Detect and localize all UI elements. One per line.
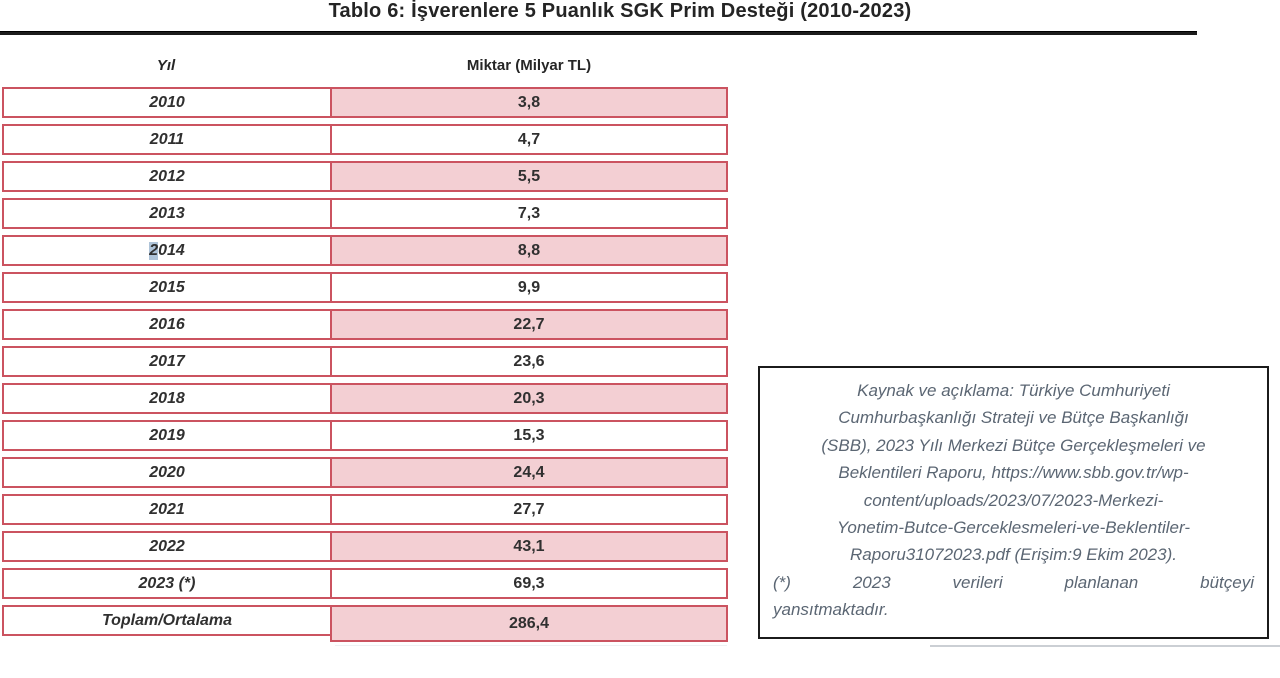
table-row: 2020 24,4 (2, 457, 728, 488)
total-value-cell: 286,4 (330, 605, 728, 642)
sgk-support-table: 2010 3,8 2011 4,7 2012 5,5 2013 7,3 2 014… (2, 87, 728, 648)
column-header-year: Yıl (156, 56, 176, 74)
column-header-amount: Miktar (Milyar TL) (466, 56, 592, 74)
value-cell: 69,3 (330, 568, 728, 599)
table-row: 2 014 8,8 (2, 235, 728, 266)
year-cell: 2010 (2, 87, 330, 118)
table-row: 2015 9,9 (2, 272, 728, 303)
note-line: Beklentileri Raporu, https://www.sbb.gov… (838, 463, 1189, 483)
year-cell: 2012 (2, 161, 330, 192)
note-line: (SBB), 2023 Yılı Merkezi Bütçe Gerçekleş… (821, 435, 1206, 455)
table-row: 2019 15,3 (2, 420, 728, 451)
scan-artifact-line (930, 645, 1280, 647)
scan-artifact-line (335, 645, 727, 646)
table-row: 2023 (*) 69,3 (2, 568, 728, 599)
year-cell: 2015 (2, 272, 330, 303)
year-cell: 2019 (2, 420, 330, 451)
value-cell: 9,9 (330, 272, 728, 303)
value-cell: 23,6 (330, 346, 728, 377)
value-cell: 3,8 (330, 87, 728, 118)
note-line: yansıtmaktadır. (773, 600, 889, 620)
table-title: Tablo 6: İşverenlere 5 Puanlık SGK Prim … (328, 0, 912, 22)
table-row: 2022 43,1 (2, 531, 728, 562)
value-cell: 7,3 (330, 198, 728, 229)
value-cell: 8,8 (330, 235, 728, 266)
year-cell: 2013 (2, 198, 330, 229)
year-text: 014 (158, 241, 185, 259)
table-row: 2011 4,7 (2, 124, 728, 155)
table-row: 2012 5,5 (2, 161, 728, 192)
note-line: Raporu31072023.pdf (Erişim:9 Ekim 2023). (850, 545, 1177, 565)
year-cell: 2020 (2, 457, 330, 488)
value-cell: 5,5 (330, 161, 728, 192)
value-cell: 43,1 (330, 531, 728, 562)
year-cell: 2 014 (2, 235, 330, 266)
value-cell: 27,7 (330, 494, 728, 525)
value-cell: 20,3 (330, 383, 728, 414)
note-line: content/uploads/2023/07/2023-Merkezi- (863, 490, 1164, 510)
year-cell: 2018 (2, 383, 330, 414)
year-cell: 2022 (2, 531, 330, 562)
year-cell: 2011 (2, 124, 330, 155)
year-cell: 2016 (2, 309, 330, 340)
note-line: Kaynak ve açıklama: Türkiye Cumhuriyeti (857, 381, 1170, 400)
table-row: 2013 7,3 (2, 198, 728, 229)
total-label-cell: Toplam/Ortalama (2, 605, 330, 636)
table-row-total: Toplam/Ortalama 286,4 (2, 605, 728, 642)
selection-highlight: 2 (149, 241, 159, 260)
year-cell: 2021 (2, 494, 330, 525)
table-row: 2017 23,6 (2, 346, 728, 377)
value-cell: 4,7 (330, 124, 728, 155)
note-line-asterisk: (*) 2023 verileri planlanan bütçeyi (773, 572, 1254, 592)
table-row: 2018 20,3 (2, 383, 728, 414)
table-row: 2021 27,7 (2, 494, 728, 525)
table-title-wrap: Tablo 6: İşverenlere 5 Puanlık SGK Prim … (0, 0, 1240, 23)
value-cell: 24,4 (330, 457, 728, 488)
value-cell: 15,3 (330, 420, 728, 451)
table-row: 2016 22,7 (2, 309, 728, 340)
year-cell: 2023 (*) (2, 568, 330, 599)
year-cell: 2017 (2, 346, 330, 377)
value-cell: 22,7 (330, 309, 728, 340)
note-line: Yonetim-Butce-Gerceklesmeleri-ve-Beklent… (836, 518, 1191, 538)
title-underline-rule (0, 31, 1197, 35)
table-row: 2010 3,8 (2, 87, 728, 118)
source-note-box: Kaynak ve açıklama: Türkiye Cumhuriyeti … (758, 366, 1269, 639)
note-line: Cumhurbaşkanlığı Strateji ve Bütçe Başka… (838, 408, 1189, 428)
